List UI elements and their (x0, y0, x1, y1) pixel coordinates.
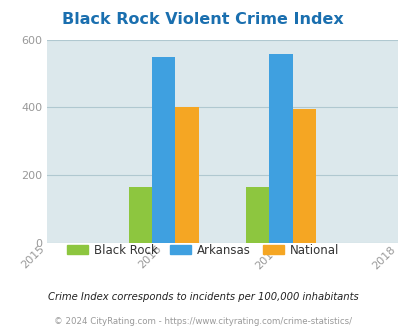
Bar (128, 187, 151, 243)
Bar (292, 109, 315, 243)
Text: Crime Index corresponds to incidents per 100,000 inhabitants: Crime Index corresponds to incidents per… (47, 292, 358, 302)
Bar (269, 54, 292, 243)
Bar (245, 187, 269, 243)
Bar (151, 56, 175, 243)
Text: © 2024 CityRating.com - https://www.cityrating.com/crime-statistics/: © 2024 CityRating.com - https://www.city… (54, 317, 351, 326)
Legend: Black Rock, Arkansas, National: Black Rock, Arkansas, National (62, 239, 343, 261)
Text: Black Rock Violent Crime Index: Black Rock Violent Crime Index (62, 12, 343, 26)
Bar (175, 107, 198, 243)
